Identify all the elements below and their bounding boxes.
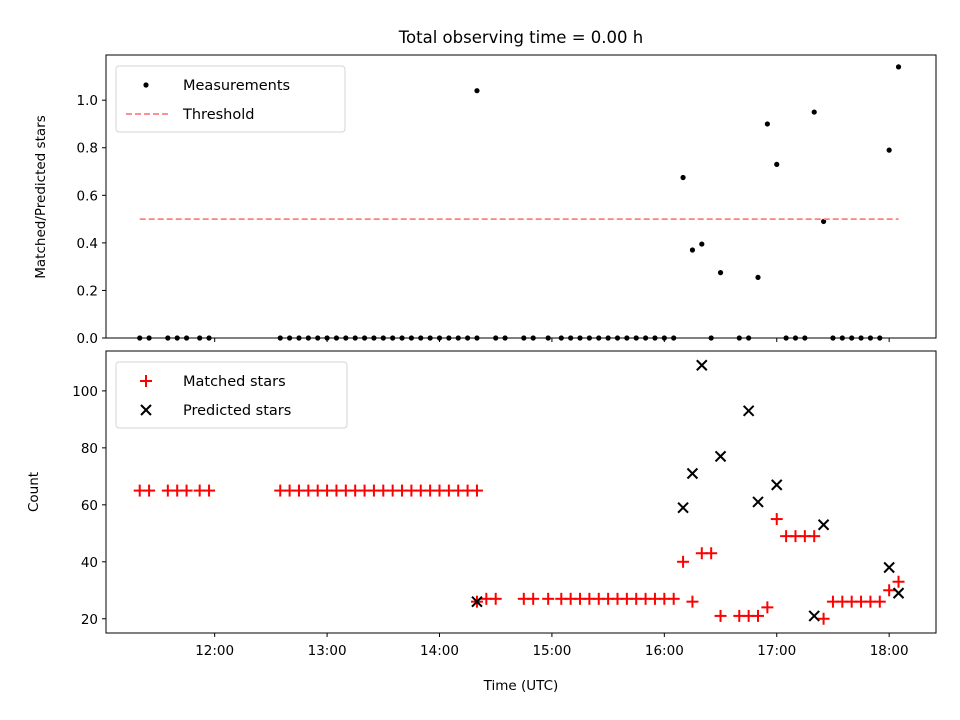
predicted-point-b	[686, 467, 699, 480]
matched-point	[143, 484, 156, 497]
measurement-point	[820, 218, 827, 225]
x-tick-label: 12:00	[195, 643, 234, 659]
matched-point	[752, 609, 765, 622]
predicted-point	[714, 450, 727, 463]
bottom-legend: Matched stars Predicted stars	[115, 361, 348, 429]
top-chart-title: Total observing time = 0.00 h	[398, 28, 643, 47]
matched-point	[705, 547, 718, 560]
x-tick-label: 15:00	[532, 643, 571, 659]
measurement-point	[774, 161, 780, 167]
matched-point	[542, 592, 555, 605]
legend-label-threshold: Threshold	[182, 107, 254, 123]
y-tick-label: 0.6	[77, 188, 98, 204]
y-tick-label: 0.2	[77, 283, 98, 299]
y-tick-label: 60	[81, 498, 98, 514]
measurement-point	[689, 247, 696, 253]
y-tick-label: 80	[81, 441, 98, 457]
measurement-point	[474, 88, 480, 94]
predicted-point	[742, 405, 755, 417]
legend-x-icon	[140, 404, 152, 416]
top-legend-box	[115, 65, 346, 133]
top-panel: Total observing time = 0.00 h 0.0 0.2 0.4 0…	[33, 28, 937, 347]
predicted-point	[752, 496, 764, 508]
predicted-point	[883, 561, 895, 574]
predicted-point-b	[808, 610, 820, 622]
legend-label-predicted: Predicted stars	[183, 403, 291, 419]
predicted-point-b	[471, 595, 483, 608]
y-tick-label: 0.4	[77, 236, 98, 252]
matched-point	[761, 601, 774, 614]
bottom-plot-area: 20 40 60 80 100 12:00 13:00 14:00 15:00 16:00 17:0…	[72, 359, 909, 659]
matched-point	[892, 575, 905, 588]
matched-point	[180, 484, 193, 497]
y-tick-label: 100	[72, 384, 98, 400]
predicted-point	[686, 467, 699, 480]
predicted-point	[677, 501, 689, 514]
legend-plus-icon	[140, 375, 152, 387]
predicted-point	[808, 610, 820, 622]
y-tick-label: 0.0	[77, 331, 98, 347]
matched-point	[808, 530, 821, 543]
bottom-panel: 20 40 60 80 100 12:00 13:00 14:00 15:00 16:00 17:0…	[26, 350, 937, 694]
matched-point	[686, 595, 699, 608]
matched-point	[470, 484, 483, 497]
y-tick-label: 40	[81, 555, 98, 571]
predicted-point	[771, 479, 783, 491]
matched-point	[873, 595, 886, 608]
top-y-axis-label: Matched/Predicted stars	[33, 115, 49, 278]
predicted-point	[696, 359, 708, 371]
predicted-point-b	[696, 359, 708, 371]
measurement-point	[895, 64, 902, 70]
measurement-point	[680, 174, 686, 181]
predicted-point-b	[883, 561, 895, 574]
predicted-point	[892, 587, 905, 599]
predicted-point-b	[771, 479, 783, 491]
predicted-point-b	[892, 587, 905, 599]
predicted-point-b	[677, 501, 689, 514]
matched-point	[817, 612, 830, 625]
x-tick-label: 13:00	[308, 643, 347, 659]
bottom-x-axis-label: Time (UTC)	[483, 678, 559, 694]
x-tick-label: 16:00	[645, 643, 684, 659]
matched-point	[527, 592, 540, 605]
legend-label-measurements: Measurements	[183, 78, 290, 94]
x-tick-label: 14:00	[420, 643, 459, 659]
matched-point	[667, 592, 680, 605]
measurement-point	[699, 241, 705, 247]
matched-point	[489, 592, 502, 605]
matched-point	[883, 584, 896, 597]
matched-point	[203, 484, 216, 497]
bottom-y-axis-label: Count	[26, 472, 42, 512]
measurement-point	[764, 121, 770, 127]
matched-point	[714, 609, 727, 622]
predicted-point-b	[742, 405, 755, 417]
predicted-point-b	[817, 519, 830, 531]
y-tick-label: 1.0	[77, 93, 98, 109]
legend-label-matched: Matched stars	[183, 374, 286, 390]
bottom-axes-frame	[105, 350, 937, 634]
predicted-point-b	[714, 450, 727, 463]
predicted-point-b	[752, 496, 764, 508]
measurement-point	[717, 270, 724, 276]
x-tick-label: 18:00	[870, 643, 909, 659]
predicted-point	[471, 595, 483, 608]
top-legend: Measurements Threshold	[115, 65, 346, 133]
top-axes-frame	[105, 54, 937, 339]
measurement-point	[886, 147, 892, 153]
matched-point	[677, 555, 690, 568]
x-tick-label: 17:00	[757, 643, 796, 659]
measurement-point	[811, 109, 817, 115]
y-tick-label: 20	[81, 612, 98, 628]
predicted-point	[817, 519, 830, 531]
matched-point	[770, 513, 783, 526]
measurement-point	[755, 274, 761, 280]
bottom-legend-box	[115, 361, 348, 429]
legend-dot-icon	[143, 82, 149, 88]
y-tick-label: 0.8	[77, 141, 98, 157]
